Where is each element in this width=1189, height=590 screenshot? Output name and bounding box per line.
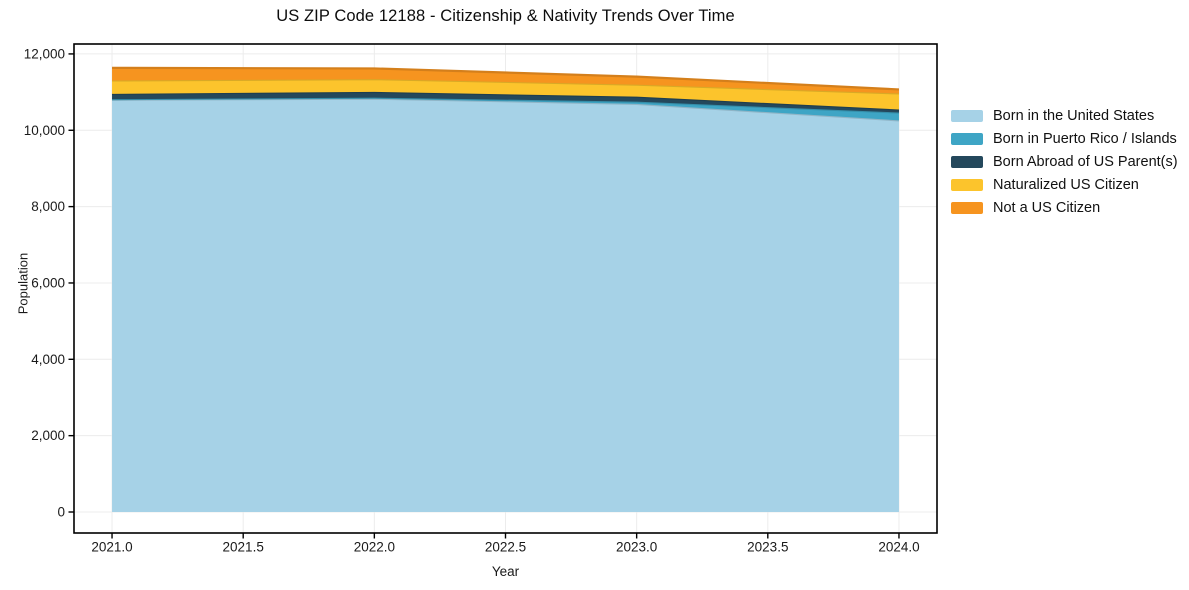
x-tick-label: 2024.0 — [878, 540, 919, 555]
legend: Born in the United States Born in Puerto… — [951, 105, 1178, 219]
x-axis-label: Year — [491, 564, 520, 579]
x-tick-label: 2022.0 — [354, 540, 395, 555]
x-tick-label: 2023.5 — [747, 540, 788, 555]
y-tick-label: 6,000 — [31, 275, 65, 290]
legend-item: Born Abroad of US Parent(s) — [951, 151, 1178, 174]
legend-item: Naturalized US Citizen — [951, 173, 1178, 196]
legend-swatch-icon — [951, 110, 983, 123]
area-band-3 — [112, 79, 899, 110]
legend-swatch-icon — [951, 133, 983, 146]
y-tick-label: 4,000 — [31, 352, 65, 367]
x-tick-label: 2021.0 — [91, 540, 132, 555]
area-band-1 — [112, 97, 899, 121]
legend-label: Naturalized US Citizen — [993, 176, 1139, 193]
x-tick-label: 2022.5 — [485, 540, 526, 555]
legend-label: Born in the United States — [993, 108, 1155, 125]
legend-swatch-icon — [951, 201, 983, 214]
y-tick-label: 12,000 — [24, 46, 65, 61]
chart-title: US ZIP Code 12188 - Citizenship & Nativi… — [276, 7, 735, 25]
legend-label: Born Abroad of US Parent(s) — [993, 153, 1178, 170]
y-axis-label: Population — [15, 252, 31, 315]
area-band-2 — [112, 91, 899, 113]
area-band-edge-4 — [112, 66, 900, 91]
legend-label: Not a US Citizen — [993, 199, 1101, 216]
legend-swatch-icon — [951, 178, 983, 191]
legend-swatch-icon — [951, 155, 983, 168]
legend-item: Born in Puerto Rico / Islands — [951, 128, 1178, 151]
x-tick-label: 2023.0 — [616, 540, 657, 555]
y-tick-label: 2,000 — [31, 428, 65, 443]
x-tick-label: 2021.5 — [223, 540, 264, 555]
y-tick-label: 8,000 — [31, 199, 65, 214]
legend-item: Not a US Citizen — [951, 196, 1178, 219]
y-tick-label: 10,000 — [24, 123, 65, 138]
legend-item: Born in the United States — [951, 105, 1178, 128]
area-band-4 — [112, 67, 899, 94]
y-tick-label: 0 — [57, 505, 65, 520]
area-band-0 — [112, 98, 899, 513]
legend-label: Born in Puerto Rico / Islands — [993, 131, 1177, 148]
